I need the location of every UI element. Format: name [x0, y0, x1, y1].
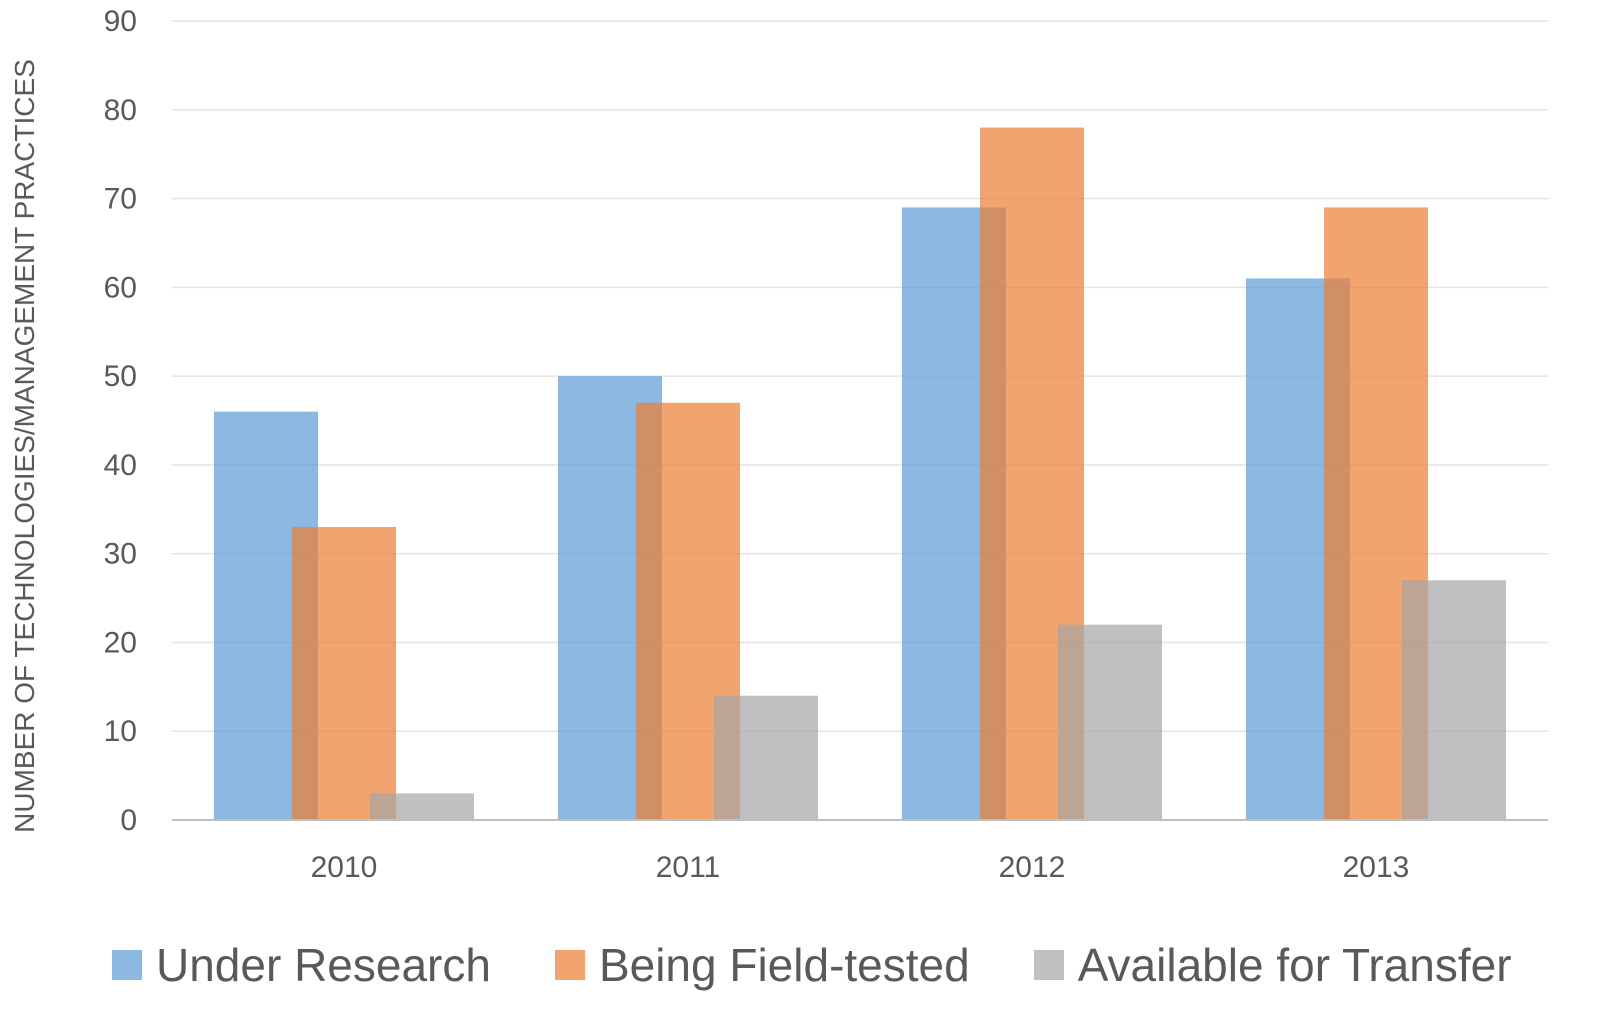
y-tick-label: 80 [104, 94, 137, 127]
bar [370, 793, 474, 820]
legend-label: Available for Transfer [1077, 939, 1512, 991]
bar-chart: 0 10 20 30 40 50 60 70 80 90 2010 2011 2012 2013 NUM… [9, 5, 1548, 884]
x-tick-label: 2010 [311, 851, 378, 884]
y-tick-label: 0 [120, 804, 137, 837]
legend-item-under-research: Under Research [112, 938, 491, 992]
legend-label: Under Research [156, 939, 491, 991]
legend-item-available-for-transfer: Available for Transfer [1033, 938, 1512, 992]
bar [1058, 624, 1162, 820]
gridlines [172, 20, 1548, 732]
y-tick-label: 30 [104, 538, 137, 571]
y-tick-label: 20 [104, 626, 137, 659]
y-tick-label: 40 [104, 449, 137, 482]
legend: Under Research Being Field-tested Availa… [112, 935, 1512, 995]
legend-swatch [1033, 950, 1064, 980]
legend-item-being-field-tested: Being Field-tested [554, 938, 970, 992]
y-tick-label: 90 [104, 5, 137, 38]
y-tick-label: 70 [104, 183, 137, 216]
y-axis-title: NUMBER OF TECHNOLOGIES/MANAGEMENT PRACTI… [9, 59, 40, 833]
legend-swatch [554, 950, 585, 980]
y-tick-label: 60 [104, 271, 137, 304]
bar [714, 695, 818, 820]
x-tick-labels: 2010 2011 2012 2013 [311, 851, 1410, 884]
y-tick-label: 50 [104, 360, 137, 393]
x-tick-label: 2012 [999, 851, 1066, 884]
x-tick-label: 2011 [656, 851, 721, 884]
y-tick-labels: 0 10 20 30 40 50 60 70 80 90 [104, 5, 137, 837]
legend-swatch [112, 950, 142, 980]
bar [1402, 580, 1506, 820]
y-tick-label: 10 [104, 715, 137, 748]
x-tick-label: 2013 [1343, 851, 1410, 884]
bar [292, 527, 396, 820]
bars [214, 127, 1506, 821]
legend-label: Being Field-tested [598, 939, 970, 991]
